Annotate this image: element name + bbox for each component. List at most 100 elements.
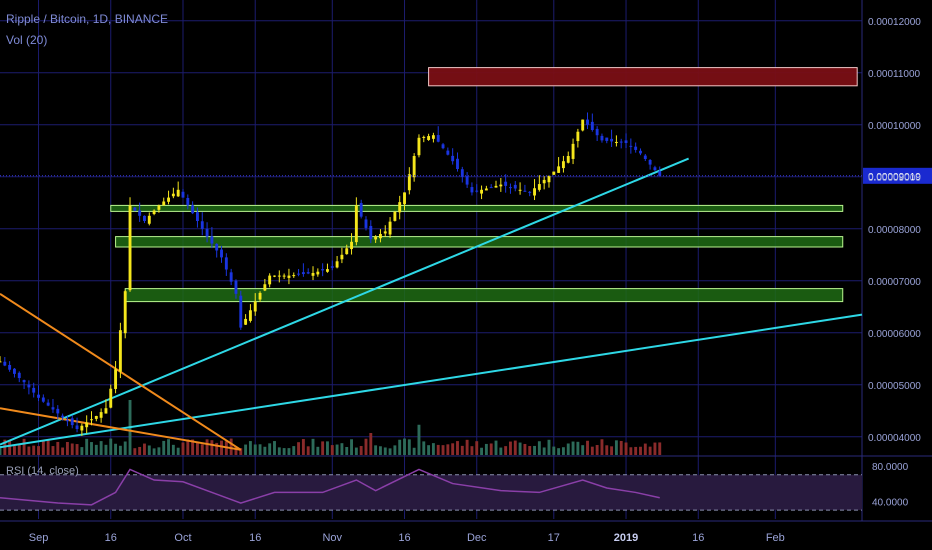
candle-body [335, 261, 339, 268]
price-tick-label: 0.00006000 [868, 329, 921, 340]
candle-body [181, 191, 185, 198]
volume-bar [383, 447, 387, 455]
price-tick-label: 0.00004000 [868, 433, 921, 444]
volume-bar [364, 438, 368, 455]
volume-bar [441, 445, 445, 455]
rsi-legend[interactable]: RSI (14, close) [6, 465, 79, 477]
candle-body [75, 425, 79, 429]
volume-bar [287, 448, 291, 455]
volume-bar [533, 445, 536, 455]
time-axis[interactable]: Sep 16 Oct 16 Nov 16 Dec 17 2019 16 Feb [29, 532, 785, 544]
volume-bar [509, 441, 512, 455]
candle-body [210, 236, 214, 244]
candle-body [128, 205, 132, 291]
time-tick-label: Sep [29, 532, 49, 544]
volume-bar [547, 439, 551, 455]
candle-body [576, 131, 580, 142]
rsi-tick-label: 40.0000 [872, 497, 909, 508]
volume-bar [152, 448, 156, 455]
volume-bar [75, 444, 79, 455]
volume-bar [234, 446, 238, 455]
candle-body [518, 189, 522, 191]
candle-body [273, 275, 276, 277]
cyan-trendline[interactable] [0, 313, 863, 449]
candle-body [552, 171, 556, 175]
candle-body [484, 188, 488, 191]
horizontal-zones[interactable] [110, 67, 858, 303]
price-tick-label: 0.00009000 [868, 173, 921, 184]
volume-bar [388, 448, 392, 455]
volume-bar [138, 446, 142, 455]
volume-bar [619, 440, 623, 455]
candle-body [509, 187, 512, 189]
orange-trendline[interactable] [0, 407, 241, 451]
volume-bar [147, 445, 151, 455]
candle-body [263, 284, 267, 291]
time-tick-label: 16 [105, 532, 117, 544]
rsi-band-fill [0, 474, 862, 511]
candle-body [359, 202, 363, 217]
candle-body [398, 202, 402, 213]
candle-body [70, 418, 74, 426]
price-axis[interactable]: 0.00012000 0.00011000 0.00010000 0.00009000… [868, 17, 921, 444]
candle-body [354, 205, 358, 243]
candle-body [436, 135, 440, 142]
candle-body [46, 402, 50, 406]
candle-body [162, 201, 166, 206]
volume-bar [581, 445, 585, 455]
rsi-line [0, 468, 660, 506]
volume-bar [244, 444, 248, 455]
candle-body [297, 273, 301, 275]
volume-bar [273, 441, 276, 455]
volume-bar [61, 447, 65, 455]
candle-body [600, 135, 604, 141]
chart-title-legend[interactable]: Ripple / Bitcoin, 1D, BINANCE [6, 12, 169, 26]
volume-bar [561, 447, 565, 455]
candle-body [3, 361, 7, 366]
volume-bar [123, 441, 127, 455]
candle-body [586, 119, 589, 125]
volume-legend[interactable]: Vol (20) [6, 33, 48, 47]
time-tick-label: 17 [548, 532, 560, 544]
candle-body [80, 425, 84, 431]
volume-bar [133, 448, 137, 455]
candle-body [513, 184, 517, 189]
volume-bar [195, 441, 199, 455]
volume-bar [99, 441, 103, 455]
support-zone[interactable] [110, 204, 844, 212]
candle-body [595, 128, 599, 136]
time-tick-label: Nov [322, 532, 342, 544]
candle-body [528, 191, 532, 193]
candle-body [37, 394, 40, 398]
candle-body [460, 169, 464, 177]
current-price-line: 0.00009019 [0, 167, 932, 184]
volume-bar [639, 446, 642, 455]
candle-body [388, 221, 392, 235]
grid-lines [0, 0, 932, 522]
candle-body [104, 408, 108, 414]
candle-body [326, 269, 329, 272]
candle-body [22, 380, 26, 383]
volume-bar [51, 446, 55, 455]
volume-bar [528, 446, 532, 455]
support-zone[interactable] [115, 236, 844, 248]
candle-body [494, 185, 498, 188]
candle-body [8, 365, 12, 370]
volume-bar [90, 442, 93, 455]
candle-body [639, 150, 642, 154]
candle-body [133, 207, 137, 211]
candle-body [470, 187, 474, 193]
volume-bar [499, 447, 503, 455]
candle-body [542, 179, 546, 184]
candle-body [499, 184, 503, 187]
volume-bar [446, 444, 450, 455]
cyan-trendline[interactable] [0, 157, 690, 446]
candle-body [571, 143, 575, 159]
volume-bar [552, 446, 556, 455]
volume-bar [614, 440, 618, 455]
support-zone[interactable] [124, 288, 844, 303]
volume-bar [277, 447, 281, 455]
volume-bar [301, 439, 305, 455]
resistance-zone[interactable] [428, 67, 858, 87]
